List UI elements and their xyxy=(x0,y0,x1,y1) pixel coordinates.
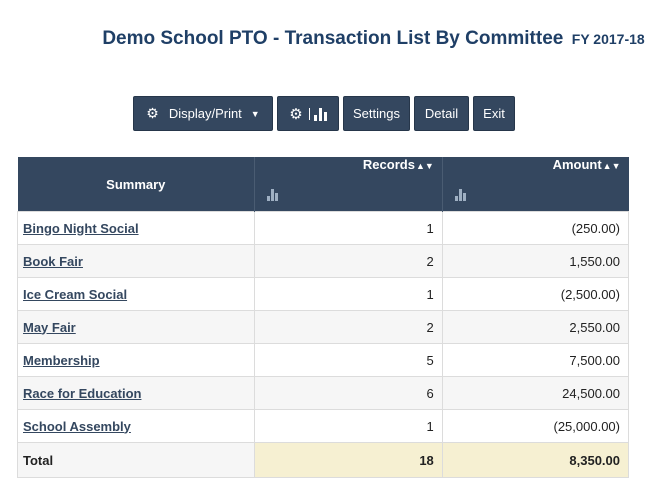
committee-link[interactable]: Ice Cream Social xyxy=(23,286,128,302)
column-amount[interactable]: Amount▲▼ xyxy=(442,157,629,212)
bar-chart-icon[interactable] xyxy=(454,189,466,201)
table-row: Bingo Night Social 1 (250.00) xyxy=(16,211,630,245)
report-title: Demo School PTO - Transaction List By Co… xyxy=(0,28,651,50)
summary-header-label: Summary xyxy=(106,176,166,192)
sort-icon[interactable]: ▲▼ xyxy=(415,161,434,171)
toolbar: ⚙ Display/Print ▼ ⚙ Settings Detail Exit xyxy=(133,96,515,131)
total-label: Total xyxy=(16,442,256,478)
display-print-button[interactable]: ⚙ Display/Print ▼ xyxy=(133,96,273,131)
total-records: 18 xyxy=(254,442,443,478)
gear-icon: ⚙ xyxy=(289,105,303,123)
detail-button[interactable]: Detail xyxy=(414,96,469,131)
chart-options-button[interactable]: ⚙ xyxy=(277,96,339,131)
table-row: Book Fair 2 1,550.00 xyxy=(16,244,630,278)
total-amount: 8,350.00 xyxy=(441,442,630,478)
column-records[interactable]: Records▲▼ xyxy=(254,157,443,212)
divider xyxy=(308,107,310,120)
committee-cell: Race for Education xyxy=(16,376,256,410)
records-cell: 1 xyxy=(254,409,443,443)
display-print-label: Display/Print xyxy=(168,106,242,121)
committee-link[interactable]: School Assembly xyxy=(23,418,131,434)
settings-button[interactable]: Settings xyxy=(343,96,410,131)
records-cell: 5 xyxy=(254,343,443,377)
amount-cell: 1,550.00 xyxy=(441,244,630,278)
records-cell: 2 xyxy=(254,310,443,344)
committee-link[interactable]: May Fair xyxy=(23,319,76,335)
column-summary[interactable]: Summary xyxy=(17,157,256,212)
committee-cell: May Fair xyxy=(16,310,256,344)
page-title: Demo School PTO - Transaction List By Co… xyxy=(102,28,564,49)
table-row: Race for Education 6 24,500.00 xyxy=(16,376,630,410)
committee-cell: Bingo Night Social xyxy=(16,211,256,245)
committee-link[interactable]: Membership xyxy=(23,352,100,368)
committee-link[interactable]: Race for Education xyxy=(23,385,142,401)
table-row: School Assembly 1 (25,000.00) xyxy=(16,409,630,443)
amount-cell: (25,000.00) xyxy=(441,409,630,443)
chevron-down-icon: ▼ xyxy=(250,108,260,119)
exit-button[interactable]: Exit xyxy=(473,96,515,131)
gear-icon: ⚙ xyxy=(146,105,159,121)
table-row: Membership 5 7,500.00 xyxy=(16,343,630,377)
records-header-label: Records xyxy=(362,157,415,172)
committee-cell: Membership xyxy=(16,343,256,377)
bar-chart-icon[interactable] xyxy=(267,189,279,201)
committee-cell: School Assembly xyxy=(16,409,256,443)
amount-cell: 2,550.00 xyxy=(441,310,630,344)
records-cell: 1 xyxy=(254,277,443,311)
committee-table: Summary Records▲▼ Amount▲▼ Bingo Night S… xyxy=(16,157,630,478)
fiscal-year: FY 2017-18 xyxy=(571,31,645,47)
amount-cell: 7,500.00 xyxy=(441,343,630,377)
sort-icon[interactable]: ▲▼ xyxy=(602,161,621,171)
bar-chart-icon xyxy=(313,107,327,121)
records-cell: 6 xyxy=(254,376,443,410)
amount-header-label: Amount xyxy=(552,157,602,172)
amount-cell: (2,500.00) xyxy=(441,277,630,311)
total-row: Total 18 8,350.00 xyxy=(16,442,630,478)
records-cell: 1 xyxy=(254,211,443,245)
amount-cell: (250.00) xyxy=(441,211,630,245)
amount-cell: 24,500.00 xyxy=(441,376,630,410)
committee-cell: Book Fair xyxy=(16,244,256,278)
committee-link[interactable]: Book Fair xyxy=(23,253,83,269)
committee-link[interactable]: Bingo Night Social xyxy=(23,220,139,236)
table-row: Ice Cream Social 1 (2,500.00) xyxy=(16,277,630,311)
committee-cell: Ice Cream Social xyxy=(16,277,256,311)
records-cell: 2 xyxy=(254,244,443,278)
table-row: May Fair 2 2,550.00 xyxy=(16,310,630,344)
